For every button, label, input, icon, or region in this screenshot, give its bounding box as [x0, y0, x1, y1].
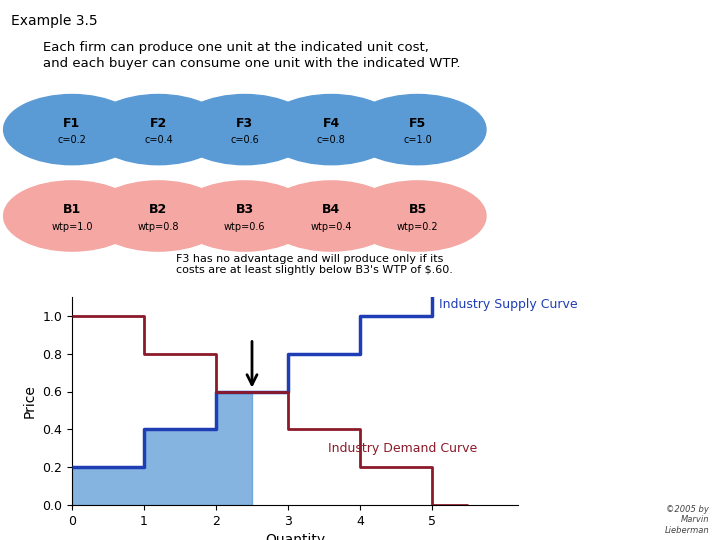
- Text: and each buyer can consume one unit with the indicated WTP.: and each buyer can consume one unit with…: [43, 57, 461, 70]
- Y-axis label: Price: Price: [23, 384, 37, 418]
- Text: B3: B3: [235, 203, 254, 216]
- Text: wtp=1.0: wtp=1.0: [51, 222, 93, 232]
- Text: Each firm can produce one unit at the indicated unit cost,: Each firm can produce one unit at the in…: [43, 40, 429, 53]
- Text: B5: B5: [408, 203, 427, 216]
- Text: wtp=0.8: wtp=0.8: [138, 222, 179, 232]
- Polygon shape: [72, 392, 252, 505]
- Text: c=0.4: c=0.4: [144, 136, 173, 145]
- Text: wtp=0.2: wtp=0.2: [397, 222, 438, 232]
- Text: c=0.6: c=0.6: [230, 136, 259, 145]
- Text: F3: F3: [236, 117, 253, 130]
- Text: c=0.8: c=0.8: [317, 136, 346, 145]
- Text: F4: F4: [323, 117, 340, 130]
- Text: B4: B4: [322, 203, 341, 216]
- Text: B1: B1: [63, 203, 81, 216]
- Text: ©2005 by
Marvin
Lieberman: ©2005 by Marvin Lieberman: [665, 505, 709, 535]
- Text: wtp=0.6: wtp=0.6: [224, 222, 266, 232]
- Text: c=0.2: c=0.2: [58, 136, 86, 145]
- X-axis label: Quantity: Quantity: [265, 533, 325, 540]
- Text: Industry Supply Curve: Industry Supply Curve: [439, 298, 578, 311]
- Text: Example 3.5: Example 3.5: [11, 14, 97, 28]
- Text: Industry Demand Curve: Industry Demand Curve: [328, 442, 477, 455]
- Text: F1: F1: [63, 117, 81, 130]
- Text: F3 has no advantage and will produce only if its
costs are at least slightly bel: F3 has no advantage and will produce onl…: [176, 254, 454, 275]
- Text: F5: F5: [409, 117, 426, 130]
- Text: F2: F2: [150, 117, 167, 130]
- Text: B2: B2: [149, 203, 168, 216]
- Text: wtp=0.4: wtp=0.4: [310, 222, 352, 232]
- Text: c=1.0: c=1.0: [403, 136, 432, 145]
